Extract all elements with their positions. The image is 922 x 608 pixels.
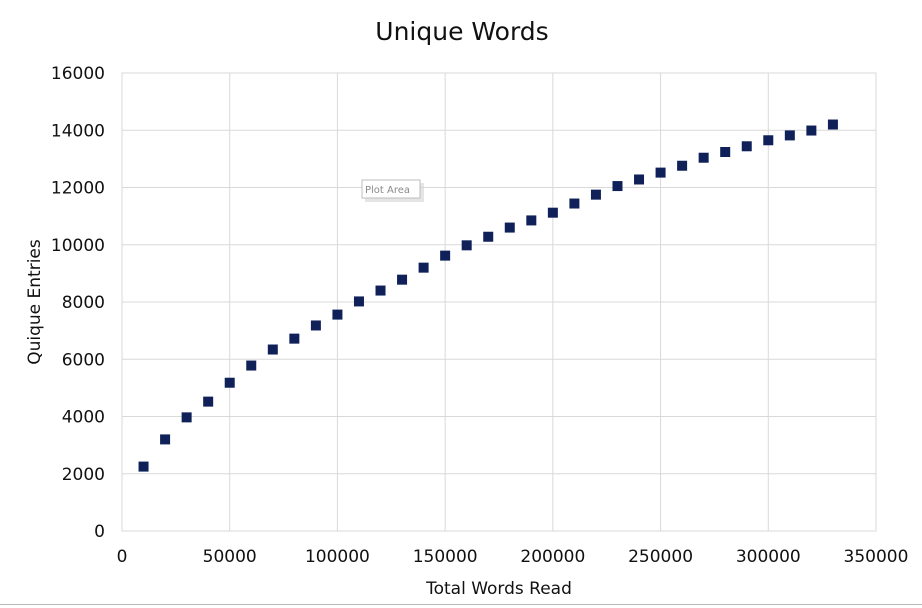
- data-point: [677, 160, 688, 171]
- x-tick-label: 200000: [520, 547, 585, 567]
- data-point: [634, 174, 645, 185]
- data-point: [504, 222, 515, 233]
- x-axis-title: Total Words Read: [425, 579, 572, 599]
- data-point: [698, 152, 709, 163]
- y-axis-title: Quique Entries: [25, 239, 45, 365]
- data-point: [440, 250, 451, 261]
- data-point: [375, 285, 386, 296]
- data-point: [246, 360, 257, 371]
- data-point: [397, 274, 408, 285]
- data-point: [612, 181, 623, 192]
- x-axis-tick-labels: 0 50000 100000 150000 200000 250000 300000 3500…: [117, 547, 909, 567]
- y-tick-label: 16000: [51, 64, 105, 84]
- x-tick-label: 300000: [736, 547, 801, 567]
- data-point: [310, 320, 321, 331]
- x-tick-label: 150000: [413, 547, 478, 567]
- data-point: [655, 167, 666, 178]
- data-point: [461, 240, 472, 251]
- y-tick-label: 12000: [51, 179, 105, 199]
- data-point: [569, 198, 580, 209]
- data-point: [483, 231, 494, 242]
- data-point: [332, 309, 343, 320]
- data-point: [267, 344, 278, 355]
- data-point: [526, 215, 537, 226]
- y-tick-label: 8000: [62, 293, 105, 313]
- data-point: [289, 333, 300, 344]
- bottom-border: [0, 604, 922, 605]
- plot-area[interactable]: [121, 72, 877, 532]
- tooltip-label: Plot Area: [365, 185, 410, 196]
- data-point: [741, 141, 752, 152]
- x-tick-label: 50000: [203, 547, 257, 567]
- y-tick-label: 4000: [62, 408, 105, 428]
- data-point: [160, 434, 171, 445]
- data-point: [547, 207, 558, 218]
- data-point: [418, 262, 429, 273]
- y-tick-label: 2000: [62, 465, 105, 485]
- y-tick-label: 10000: [51, 236, 105, 256]
- data-point: [806, 125, 817, 136]
- data-point: [827, 119, 838, 130]
- data-point: [784, 130, 795, 141]
- y-tick-label: 0: [94, 522, 105, 542]
- x-tick-label: 0: [117, 547, 128, 567]
- chart-title: Unique Words: [375, 17, 548, 46]
- x-tick-label: 250000: [628, 547, 693, 567]
- data-point: [224, 377, 235, 388]
- data-point: [590, 189, 601, 200]
- data-point: [763, 135, 774, 146]
- data-point: [353, 296, 364, 307]
- plot-area-tooltip: Plot Area: [361, 179, 424, 202]
- data-point: [720, 147, 731, 158]
- data-points: [138, 119, 838, 472]
- data-point: [181, 412, 192, 423]
- y-tick-label: 14000: [51, 121, 105, 141]
- y-tick-label: 6000: [62, 350, 105, 370]
- data-point: [203, 396, 214, 407]
- grid-lines: [122, 73, 876, 531]
- y-axis-tick-labels: 0 2000 4000 6000 8000 10000 12000 14000 16000: [51, 64, 105, 542]
- x-tick-label: 350000: [844, 547, 909, 567]
- data-point: [138, 461, 149, 472]
- x-tick-label: 100000: [305, 547, 370, 567]
